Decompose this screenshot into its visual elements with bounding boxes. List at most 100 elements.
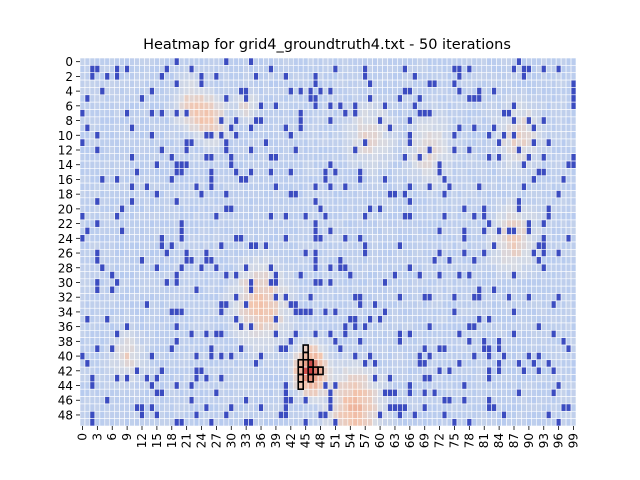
heat-cell — [476, 344, 483, 353]
heat-cell — [436, 307, 443, 316]
heat-cell — [258, 271, 264, 280]
heat-cell — [526, 197, 532, 206]
heat-cell — [407, 403, 413, 412]
heat-cell — [357, 116, 364, 125]
heat-cell — [491, 94, 497, 103]
heat-cell — [183, 241, 190, 250]
heat-cell — [233, 175, 240, 184]
heat-cell — [466, 315, 473, 324]
heat-cell — [501, 300, 507, 309]
heat-cell — [570, 352, 577, 361]
heat-cell — [550, 79, 557, 88]
heat-cell — [526, 175, 532, 184]
obstacle-cell — [466, 146, 473, 154]
heat-cell — [228, 241, 235, 250]
heat-cell — [431, 410, 438, 419]
heat-cell — [228, 366, 235, 375]
heat-cell — [79, 101, 86, 110]
heat-cell — [268, 160, 274, 169]
heat-cell — [521, 249, 527, 258]
heat-cell — [297, 249, 304, 258]
heat-cell — [436, 87, 443, 96]
heat-cell — [213, 256, 220, 265]
heat-cell — [233, 153, 240, 162]
heat-cell — [168, 168, 175, 177]
heat-cell — [392, 57, 398, 66]
heat-cell — [521, 123, 527, 132]
heat-cell — [188, 131, 195, 140]
heat-cell — [312, 352, 319, 361]
heat-cell — [243, 293, 249, 302]
heat-cell — [258, 322, 264, 331]
heat-cell — [248, 219, 254, 228]
heat-cell — [516, 72, 522, 81]
heat-cell — [223, 322, 230, 331]
heat-cell — [278, 131, 284, 140]
heat-cell — [94, 315, 101, 324]
heat-cell — [198, 94, 205, 103]
obstacle-cell — [243, 396, 249, 405]
obstacle-cell — [436, 271, 443, 280]
obstacle-cell — [283, 388, 289, 397]
obstacle-cell — [213, 212, 220, 221]
obstacle-cell — [461, 249, 468, 258]
heat-cell — [352, 175, 359, 184]
obstacle-cell — [436, 168, 443, 177]
heat-cell — [397, 65, 403, 74]
heat-cell — [536, 330, 542, 338]
heat-cell — [119, 322, 125, 331]
heat-cell — [496, 146, 502, 154]
heat-cell — [263, 330, 269, 338]
obstacle-cell — [526, 293, 532, 302]
heat-cell — [94, 212, 101, 221]
obstacle-cell — [526, 219, 532, 228]
heat-cell — [436, 410, 443, 419]
heat-cell — [481, 138, 488, 147]
heat-cell — [327, 271, 334, 280]
heat-cell — [486, 65, 492, 74]
heat-cell — [352, 204, 359, 213]
heat-cell — [154, 322, 160, 331]
heat-cell — [278, 322, 284, 331]
heat-cell — [159, 256, 165, 265]
heat-cell — [456, 263, 463, 272]
obstacle-cell — [332, 418, 339, 427]
heat-cell — [263, 79, 269, 88]
heat-cell — [278, 153, 284, 162]
heat-cell — [89, 285, 96, 294]
obstacle-cell — [263, 138, 269, 147]
heat-cell — [124, 146, 130, 154]
heat-cell — [104, 87, 111, 96]
heat-cell — [501, 322, 507, 331]
heat-cell — [332, 175, 339, 184]
heat-cell — [471, 219, 478, 228]
heat-cell — [238, 381, 244, 390]
heat-cell — [506, 337, 512, 346]
heat-cell — [352, 410, 359, 419]
heat-cell — [550, 249, 557, 258]
heat-cell — [99, 396, 106, 405]
heat-cell — [352, 241, 359, 250]
heat-cell — [506, 388, 512, 397]
heat-cell — [119, 79, 125, 88]
obstacle-cell — [426, 352, 433, 361]
heat-cell — [317, 153, 324, 162]
heat-cell — [124, 256, 130, 265]
heat-cell — [114, 403, 120, 412]
heat-cell — [159, 204, 165, 213]
heat-cell — [159, 160, 165, 169]
heat-cell — [362, 101, 368, 110]
heat-cell — [238, 374, 244, 383]
heat-cell — [466, 330, 473, 338]
obstacle-cell — [521, 182, 527, 191]
heat-cell — [357, 366, 364, 375]
heat-cell — [307, 65, 314, 74]
obstacle-cell — [164, 65, 170, 74]
heat-cell — [416, 226, 423, 235]
heat-cell — [144, 101, 150, 110]
obstacle-cell — [243, 418, 249, 427]
heat-cell — [402, 241, 408, 250]
heat-cell — [84, 322, 91, 331]
heat-cell — [297, 72, 304, 81]
heat-cell — [377, 366, 383, 375]
